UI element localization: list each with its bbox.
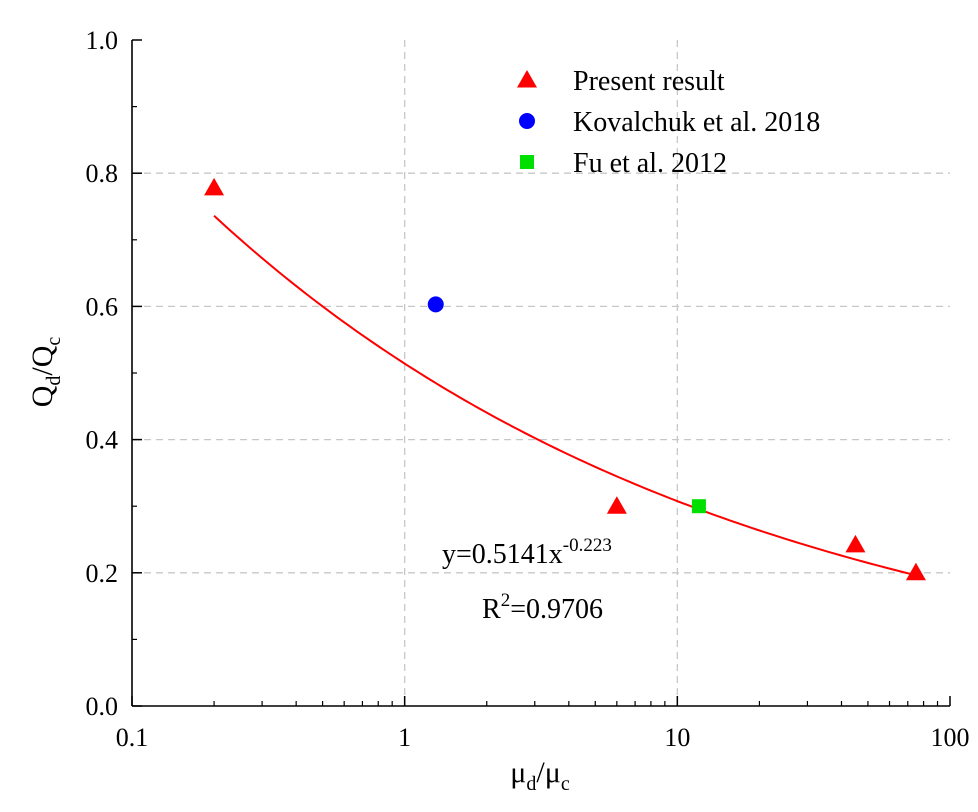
legend-label: Fu et al. 2012 [573, 148, 727, 179]
x-tick-label: 0.1 [116, 723, 149, 752]
legend-marker-triangle [517, 70, 537, 88]
data-point-triangle [606, 496, 627, 514]
fit-equation: y=0.5141x-0.223 [442, 535, 612, 570]
ticks: 0.1 1 10 100 0.0 0.2 0.4 0.6 0.8 1.0 [86, 26, 970, 752]
x-tick-label: 100 [931, 723, 970, 752]
y-tick-label: 0.8 [86, 159, 119, 188]
legend-marker-square [520, 155, 534, 169]
y-tick-label: 0.0 [86, 692, 119, 721]
legend: Present result Kovalchuk et al. 2018 Fu et… [517, 66, 820, 179]
legend-label: Present result [573, 66, 725, 97]
y-tick-label: 0.4 [86, 426, 119, 455]
x-axis-title: μd/μc [510, 756, 570, 795]
x-tick-label: 1 [398, 723, 411, 752]
data-point-square [691, 499, 706, 514]
y-axis-title-group: Qd/Qc [26, 337, 65, 408]
x-tick-label: 10 [664, 723, 690, 752]
data-point-circle [427, 296, 444, 313]
fit-r-squared: R2=0.9706 [482, 590, 603, 625]
y-axis-title: Qd/Qc [26, 337, 65, 408]
y-tick-label: 0.6 [86, 292, 119, 321]
legend-label: Kovalchuk et al. 2018 [573, 107, 820, 138]
y-tick-label: 0.2 [86, 559, 119, 588]
data-point-triangle [905, 562, 926, 581]
data-point-triangle [845, 534, 866, 553]
grid-lines [132, 40, 950, 706]
y-tick-label: 1.0 [86, 26, 119, 55]
fit-curve [213, 215, 917, 577]
data-point-triangle [204, 177, 225, 196]
data-points [204, 177, 926, 581]
legend-marker-circle [519, 113, 535, 129]
